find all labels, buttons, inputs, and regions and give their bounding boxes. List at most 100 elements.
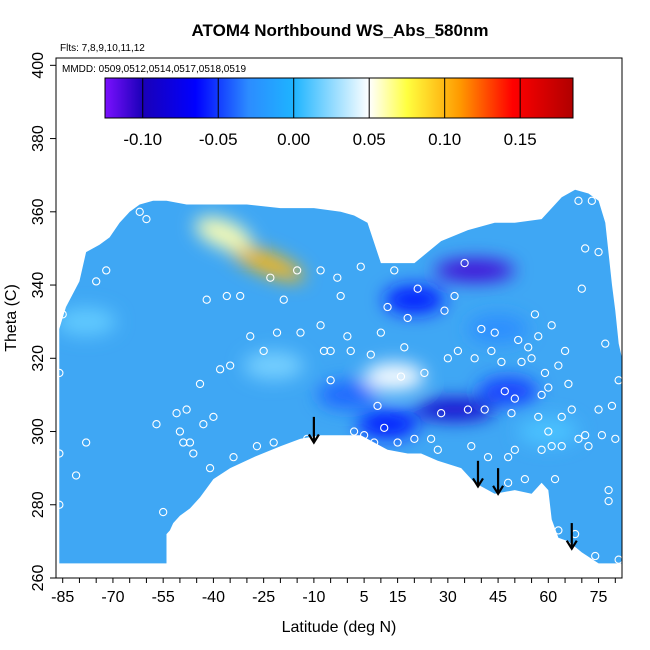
sample-point [591, 551, 600, 561]
sample-point [587, 196, 597, 205]
sample-point [252, 442, 262, 451]
down-arrow [472, 460, 484, 489]
sample-point [316, 266, 325, 275]
sample-point [326, 376, 335, 385]
sample-point [544, 427, 553, 436]
sample-point [577, 284, 586, 293]
sample-point [202, 295, 211, 304]
sample-point [604, 496, 613, 506]
sample-point [507, 409, 516, 418]
colorbar-tick-label: 0.15 [504, 130, 537, 149]
colorbar-tick-label: 0.05 [353, 130, 386, 149]
sample-point [467, 442, 476, 451]
sample-point [175, 427, 185, 436]
sample-point [199, 420, 208, 429]
sample-point [396, 372, 406, 381]
x-tick-label: 45 [489, 589, 507, 606]
sample-point [510, 445, 519, 454]
sample-point [376, 328, 386, 337]
colorbar-tick-label: 0.00 [277, 130, 310, 149]
chart-title: ATOM4 Northbound WS_Abs_580nm [192, 21, 489, 40]
sample-point [433, 445, 442, 454]
sample-point [601, 339, 610, 348]
sample-point [534, 412, 543, 422]
sample-point [71, 471, 81, 480]
sample-point [527, 354, 536, 363]
sample-point [326, 346, 335, 356]
sample-point [534, 332, 543, 341]
sample-point [480, 405, 489, 414]
arrow-markers [307, 416, 578, 551]
y-tick-label: 320 [30, 345, 47, 372]
y-axis-label: Theta (C) [3, 284, 20, 352]
sample-point [185, 438, 195, 447]
sample-point [383, 302, 392, 312]
heatmap-feature [243, 351, 304, 380]
sample-point [567, 405, 576, 414]
sample-point [584, 442, 593, 451]
sample-point [259, 346, 268, 356]
sample-point [316, 321, 325, 330]
sample-point [530, 310, 540, 319]
x-tick-label: -55 [152, 589, 175, 606]
sample-point [356, 262, 365, 271]
sample-point [346, 346, 355, 356]
sample-point [413, 284, 422, 293]
down-arrow [307, 416, 320, 445]
sample-point [380, 423, 389, 433]
sample-point [410, 434, 419, 443]
sample-point [581, 244, 590, 253]
heatmap-feature [317, 380, 378, 409]
x-tick-label: 30 [439, 589, 457, 606]
sample-point [477, 324, 486, 334]
sample-point [537, 390, 546, 400]
heatmap-feature [434, 259, 515, 282]
sample-point [510, 394, 519, 403]
sample-point [604, 485, 613, 495]
sample-point [246, 332, 255, 341]
sample-point [554, 361, 563, 370]
sample-point [463, 405, 473, 414]
y-axis: 260 280 300 320 340 360 380 400 [30, 52, 56, 591]
sample-point [503, 478, 513, 487]
sample-point [222, 291, 231, 301]
heatmap-feature [229, 244, 305, 282]
sample-point [547, 442, 556, 451]
sample-point [172, 409, 181, 418]
sample-point [574, 196, 583, 205]
sample-point [215, 365, 225, 374]
sample-point [594, 247, 603, 257]
sample-point [359, 431, 369, 440]
y-tick-label: 400 [30, 52, 47, 79]
colorbar: -0.10 -0.05 0.00 0.05 0.10 0.15 [104, 77, 574, 149]
sample-point [195, 379, 205, 389]
sample-point [370, 438, 379, 447]
sample-point [524, 343, 533, 352]
sample-point [182, 405, 191, 414]
sample-point [229, 453, 238, 462]
sample-point [540, 368, 550, 378]
heatmap-feature [414, 398, 495, 421]
colorbar-tick-label: -0.05 [199, 130, 238, 149]
sample-point [453, 346, 463, 356]
sample-point [554, 526, 563, 535]
sample-point [517, 357, 526, 367]
sample-point [436, 409, 446, 418]
x-tick-label: 15 [389, 589, 407, 606]
sample-point [611, 434, 620, 443]
sample-point [564, 379, 573, 389]
y-tick-label: 300 [30, 418, 47, 445]
sample-point [366, 350, 375, 359]
x-tick-label: 5 [360, 589, 369, 606]
sample-point [490, 328, 499, 337]
sample-point [547, 321, 556, 330]
sample-point [500, 387, 509, 396]
sample-point [135, 207, 144, 216]
sample-point [440, 306, 449, 315]
heatmap-feature [195, 216, 252, 251]
sample-point [336, 291, 345, 301]
sample-point [544, 383, 553, 392]
sample-point [557, 412, 566, 422]
x-tick-label: -70 [101, 589, 124, 606]
sample-point [443, 354, 452, 363]
